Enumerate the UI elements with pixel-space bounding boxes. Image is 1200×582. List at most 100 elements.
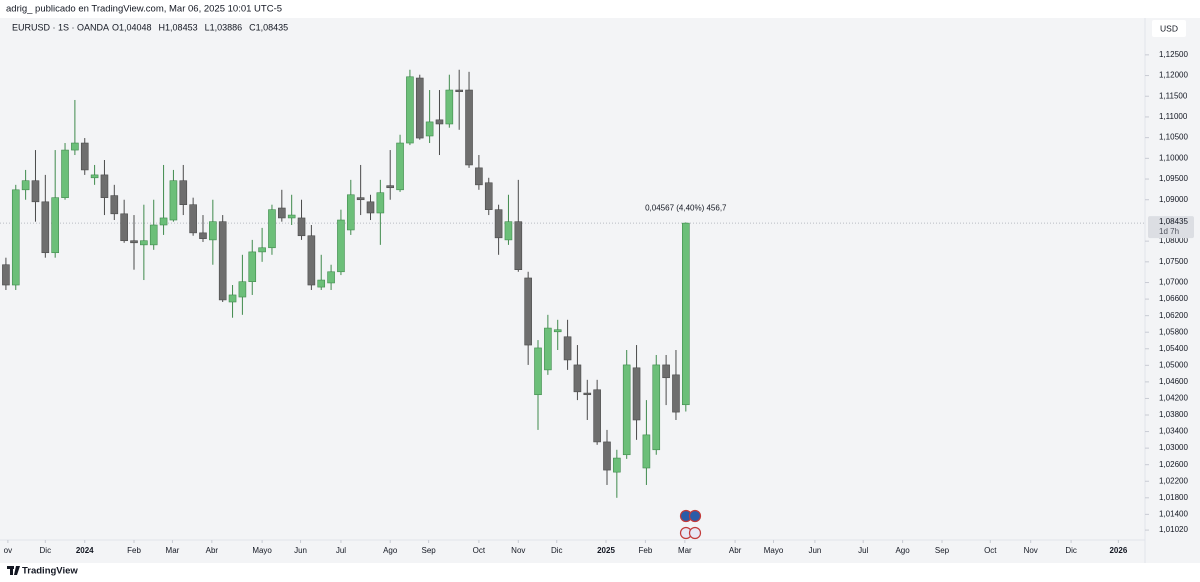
x-tick-label: Jun	[294, 546, 307, 555]
candle-body	[524, 277, 532, 346]
x-tick-label: ov	[4, 546, 12, 555]
candle-body	[583, 392, 592, 396]
candle-body	[41, 201, 50, 254]
candle-body	[613, 457, 621, 473]
event-icon[interactable]	[688, 509, 702, 523]
x-tick-label: Jun	[808, 546, 821, 555]
y-tick-label: 1,08000	[1159, 236, 1188, 245]
y-tick-label: 1,01800	[1159, 493, 1188, 502]
chart-background	[0, 18, 1200, 563]
candle-body	[573, 364, 582, 393]
candle-body	[149, 224, 158, 246]
y-tick-label: 1,01020	[1159, 525, 1188, 534]
x-tick-label: Abr	[729, 546, 742, 555]
last-price-label: 1,08435	[1159, 217, 1188, 226]
candle-body	[346, 194, 355, 231]
candle-body	[80, 142, 89, 171]
y-tick-label: 1,06600	[1159, 294, 1188, 303]
candle-body	[396, 142, 404, 191]
ohlc-legend: H1,08453	[159, 22, 198, 32]
y-tick-label: 1,04200	[1159, 394, 1188, 403]
candle-body	[484, 182, 493, 210]
x-tick-label: Abr	[206, 546, 219, 555]
currency-box[interactable]	[1152, 20, 1186, 37]
y-tick-label: 1,05000	[1159, 360, 1188, 369]
y-tick-label: 1,11000	[1159, 112, 1188, 121]
event-icons[interactable]	[679, 509, 702, 540]
candle-body	[386, 185, 395, 189]
attribution: adrig_ publicado en TradingView.com, Mar…	[6, 4, 282, 15]
candle-body	[356, 197, 365, 201]
candle-body	[632, 367, 641, 421]
x-tick-label: Mayo	[764, 546, 784, 555]
event-icon[interactable]	[688, 526, 702, 540]
x-tick-label: Sep	[422, 546, 437, 555]
y-tick-label: 1,05800	[1159, 327, 1188, 336]
y-tick-label: 1,09000	[1159, 195, 1188, 204]
x-tick-label: Dic	[1065, 546, 1077, 555]
y-tick-label: 1,12000	[1159, 71, 1188, 80]
candle-body	[110, 195, 119, 215]
candle-body	[287, 214, 296, 219]
x-tick-label: 2025	[597, 546, 615, 555]
x-tick-label: Dic	[551, 546, 563, 555]
x-tick-label: Oct	[473, 546, 486, 555]
candle-body	[534, 347, 542, 396]
y-tick-label: 1,07000	[1159, 278, 1188, 287]
candle-body	[159, 217, 168, 226]
last-price-box	[1148, 216, 1194, 239]
candle-body	[140, 240, 148, 246]
y-tick-label: 1,03400	[1159, 427, 1188, 436]
candle-body	[593, 389, 601, 443]
x-tick-label: 2024	[76, 546, 94, 555]
candle-body	[366, 201, 375, 214]
y-tick-label: 1,05400	[1159, 344, 1188, 353]
candle-body	[179, 180, 188, 206]
candle-body	[258, 247, 266, 253]
candle-body	[642, 434, 651, 469]
x-tick-label: 2026	[1109, 546, 1127, 555]
candle-body	[672, 374, 680, 413]
brand: TradingView	[22, 566, 78, 577]
candle-body	[514, 221, 523, 270]
currency[interactable]: USD	[1160, 23, 1178, 33]
x-tick-label: Mar	[678, 546, 692, 555]
candle-body	[189, 204, 197, 234]
annotation: 0,04567 (4,40%) 456,7	[645, 203, 727, 212]
symbol: EURUSD · 1S · OANDA	[12, 22, 109, 32]
candles	[2, 69, 690, 498]
y-tick-label: 1,03000	[1159, 443, 1188, 452]
y-tick-label: 1,09500	[1159, 174, 1188, 183]
candle-body	[445, 89, 454, 125]
x-tick-label: Sep	[935, 546, 950, 555]
candle-body	[100, 174, 109, 198]
candle-body	[61, 149, 69, 198]
candle-body	[415, 77, 424, 139]
candle-body	[425, 121, 434, 137]
candle-body	[544, 327, 552, 371]
candle-body	[71, 142, 79, 151]
candle-body	[563, 336, 572, 361]
candle-body	[465, 89, 473, 166]
y-tick-label: 1,01400	[1159, 509, 1188, 518]
y-tick-label: 1,06200	[1159, 311, 1188, 320]
candle-body	[297, 217, 306, 237]
candle-body	[238, 281, 247, 298]
y-tick-label: 1,10000	[1159, 153, 1188, 162]
y-tick-label: 1,04600	[1159, 377, 1188, 386]
y-tick-label: 1,07500	[1159, 257, 1188, 266]
countdown: 1d 7h	[1159, 227, 1179, 236]
x-tick-label: Jul	[336, 546, 346, 555]
candle-body	[218, 221, 227, 301]
candle-body	[494, 209, 503, 239]
candle-body	[553, 329, 562, 333]
candle-body	[21, 180, 30, 191]
candle-body	[2, 264, 10, 286]
candle-body	[435, 119, 444, 125]
candle-body	[278, 207, 286, 219]
candle-body	[662, 364, 670, 379]
logo	[7, 566, 20, 575]
candle-body	[504, 221, 513, 241]
candle-body	[199, 232, 207, 239]
x-tick-label: Dic	[40, 546, 52, 555]
